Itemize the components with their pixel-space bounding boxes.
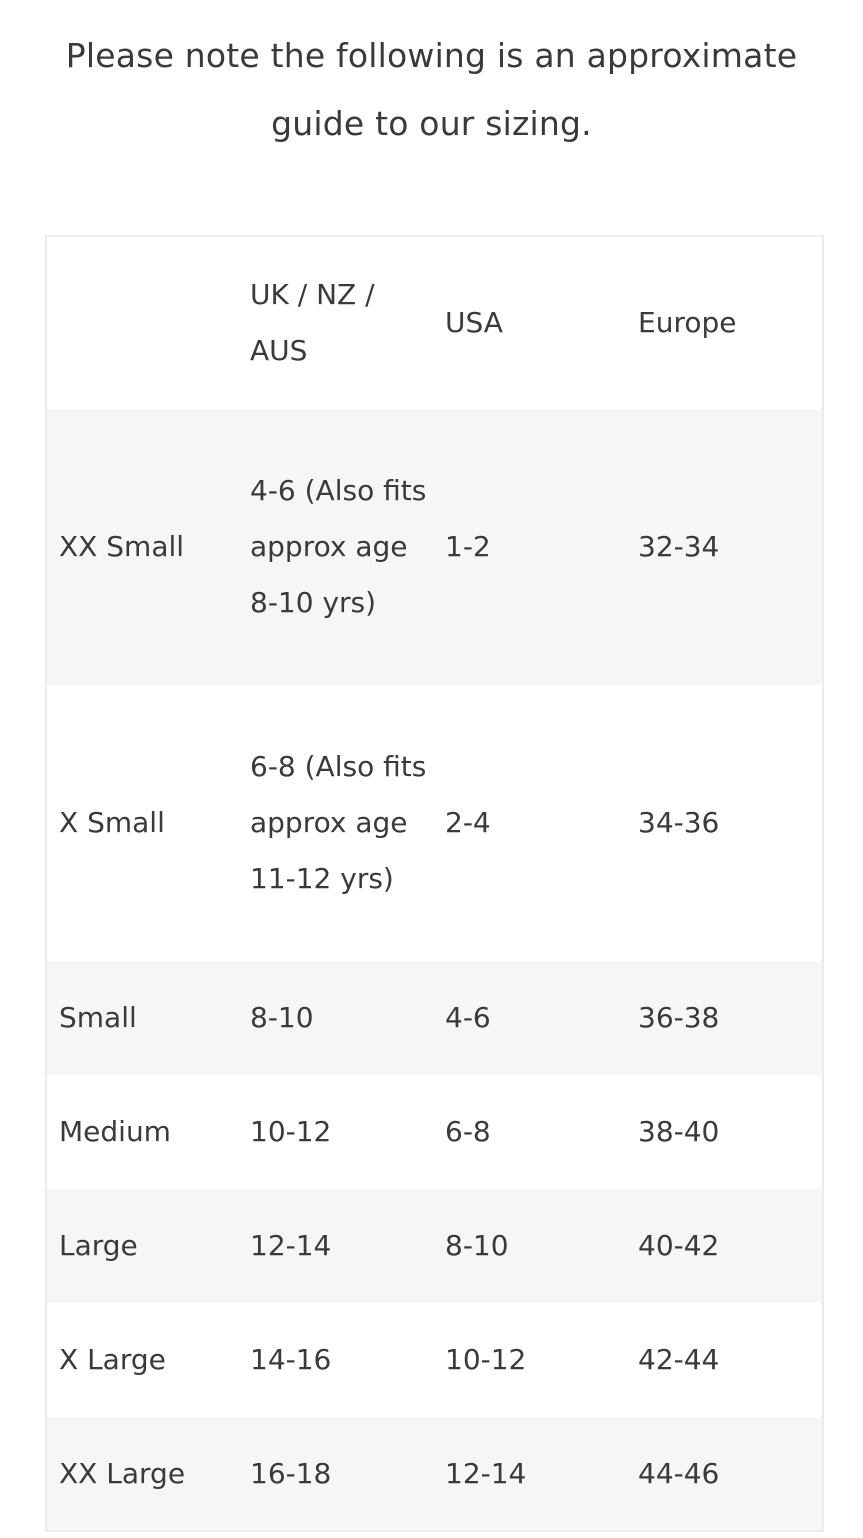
- table-row: Small 8-10 4-6 36-38: [46, 961, 823, 1075]
- table-cell: 6-8 (Also fits approx age 11-12 yrs): [250, 750, 427, 895]
- table-cell: X Small: [59, 806, 165, 839]
- table-cell: 32-34: [638, 530, 720, 563]
- table-cell: USA: [445, 306, 503, 339]
- table-cell: 10-12: [445, 1343, 527, 1376]
- table-header-row: UK / NZ / AUS USA Europe: [46, 236, 823, 409]
- table-cell: 38-40: [638, 1115, 720, 1148]
- table-cell: Small: [59, 1001, 137, 1034]
- table-cell: 4-6 (Also fits approx age 8-10 yrs): [250, 474, 427, 619]
- table-cell: Large: [59, 1229, 138, 1262]
- table-cell: 8-10: [445, 1229, 509, 1262]
- table-row: XX Large 16-18 12-14 44-46: [46, 1417, 823, 1531]
- table-cell: X Large: [59, 1343, 166, 1376]
- table-cell: 6-8: [445, 1115, 491, 1148]
- table-cell: [46, 236, 238, 409]
- table-row: Medium 10-12 6-8 38-40: [46, 1075, 823, 1189]
- sizing-note-line-2: guide to our sizing.: [271, 104, 592, 143]
- sizing-note-line-1: Please note the following is an approxim…: [65, 36, 798, 75]
- table-cell: XX Small: [59, 530, 185, 563]
- table-row: Large 12-14 8-10 40-42: [46, 1189, 823, 1303]
- table-row: XX Small 4-6 (Also fits approx age 8-10 y…: [46, 409, 823, 685]
- table-cell: 12-14: [445, 1456, 527, 1490]
- table-cell: Europe: [638, 306, 737, 339]
- table-cell: 1-2: [445, 530, 491, 563]
- table-cell: XX Large: [59, 1456, 186, 1490]
- table-cell: UK / NZ / AUS: [250, 278, 375, 367]
- table-cell: 10-12: [250, 1115, 332, 1148]
- table-cell: Medium: [59, 1115, 171, 1148]
- table-cell: 4-6: [445, 1001, 491, 1034]
- table-cell: 14-16: [250, 1343, 332, 1376]
- size-chart-table: UK / NZ / AUS USA Europe XX Small 4-6 (Also …: [45, 235, 824, 1532]
- table-cell: 16-18: [250, 1456, 332, 1490]
- table-cell: 40-42: [638, 1229, 720, 1262]
- table-row: X Large 14-16 10-12 42-44: [46, 1303, 823, 1417]
- table-cell: 42-44: [638, 1343, 720, 1376]
- table-cell: 34-36: [638, 806, 720, 839]
- table-row: X Small 6-8 (Also fits approx age 11-12 y…: [46, 685, 823, 961]
- table-cell: 36-38: [638, 1001, 720, 1034]
- table-cell: 2-4: [445, 806, 491, 839]
- sizing-note: Please note the following is an approxim…: [0, 22, 863, 158]
- table-cell: 12-14: [250, 1229, 332, 1262]
- table-cell: 44-46: [638, 1456, 720, 1490]
- table-cell: 8-10: [250, 1001, 314, 1034]
